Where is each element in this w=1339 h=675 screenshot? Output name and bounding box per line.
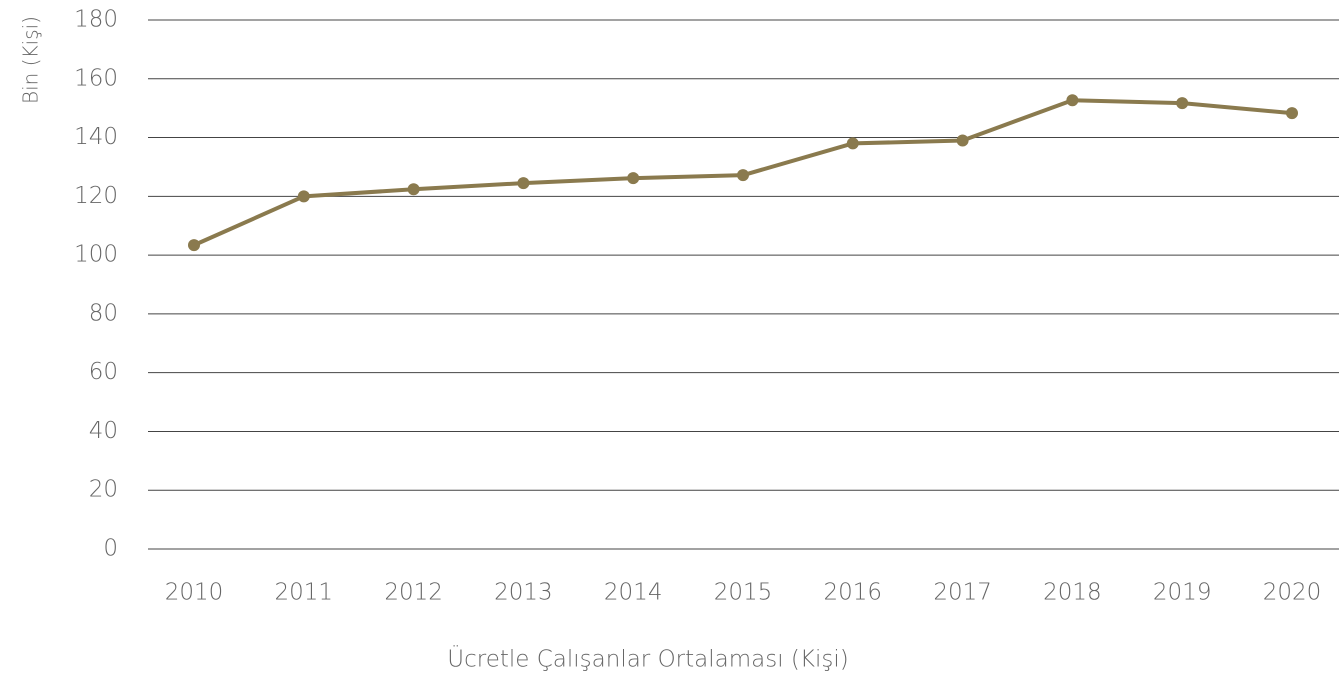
x-tick-label: 2011: [275, 580, 334, 606]
y-tick-label: 120: [74, 183, 118, 209]
x-tick-label: 2015: [714, 580, 773, 606]
y-tick-label: 20: [89, 477, 118, 503]
x-tick-label: 2018: [1043, 580, 1102, 606]
data-point: [627, 172, 640, 185]
data-point: [1176, 97, 1189, 110]
data-point: [846, 137, 859, 150]
data-point: [297, 190, 310, 203]
x-tick-label: 2010: [165, 580, 224, 606]
y-tick-label: 0: [103, 536, 118, 562]
y-axis-label: Bin (Kişi): [19, 16, 43, 104]
data-point: [1066, 94, 1079, 107]
x-tick-label: 2012: [384, 580, 443, 606]
legend-label: Ücretle Çalışanlar Ortalaması (Kişi): [447, 645, 848, 673]
y-tick-label: 140: [74, 124, 118, 150]
data-point: [407, 183, 420, 196]
y-tick-label: 160: [74, 65, 118, 91]
x-tick-label: 2020: [1263, 580, 1322, 606]
y-tick-label: 60: [89, 359, 118, 385]
data-point: [517, 177, 530, 190]
data-point: [956, 134, 969, 147]
y-tick-label: 40: [89, 418, 118, 444]
x-tick-label: 2019: [1153, 580, 1212, 606]
x-tick-label: 2017: [933, 580, 992, 606]
x-tick-label: 2016: [824, 580, 883, 606]
y-tick-label: 100: [74, 242, 118, 268]
x-tick-label: 2013: [494, 580, 553, 606]
data-point: [188, 239, 200, 252]
y-tick-label: 180: [74, 7, 118, 33]
x-tick-label: 2014: [604, 580, 663, 606]
data-point: [737, 169, 749, 182]
y-tick-label: 80: [89, 300, 118, 326]
data-point: [1286, 107, 1298, 120]
